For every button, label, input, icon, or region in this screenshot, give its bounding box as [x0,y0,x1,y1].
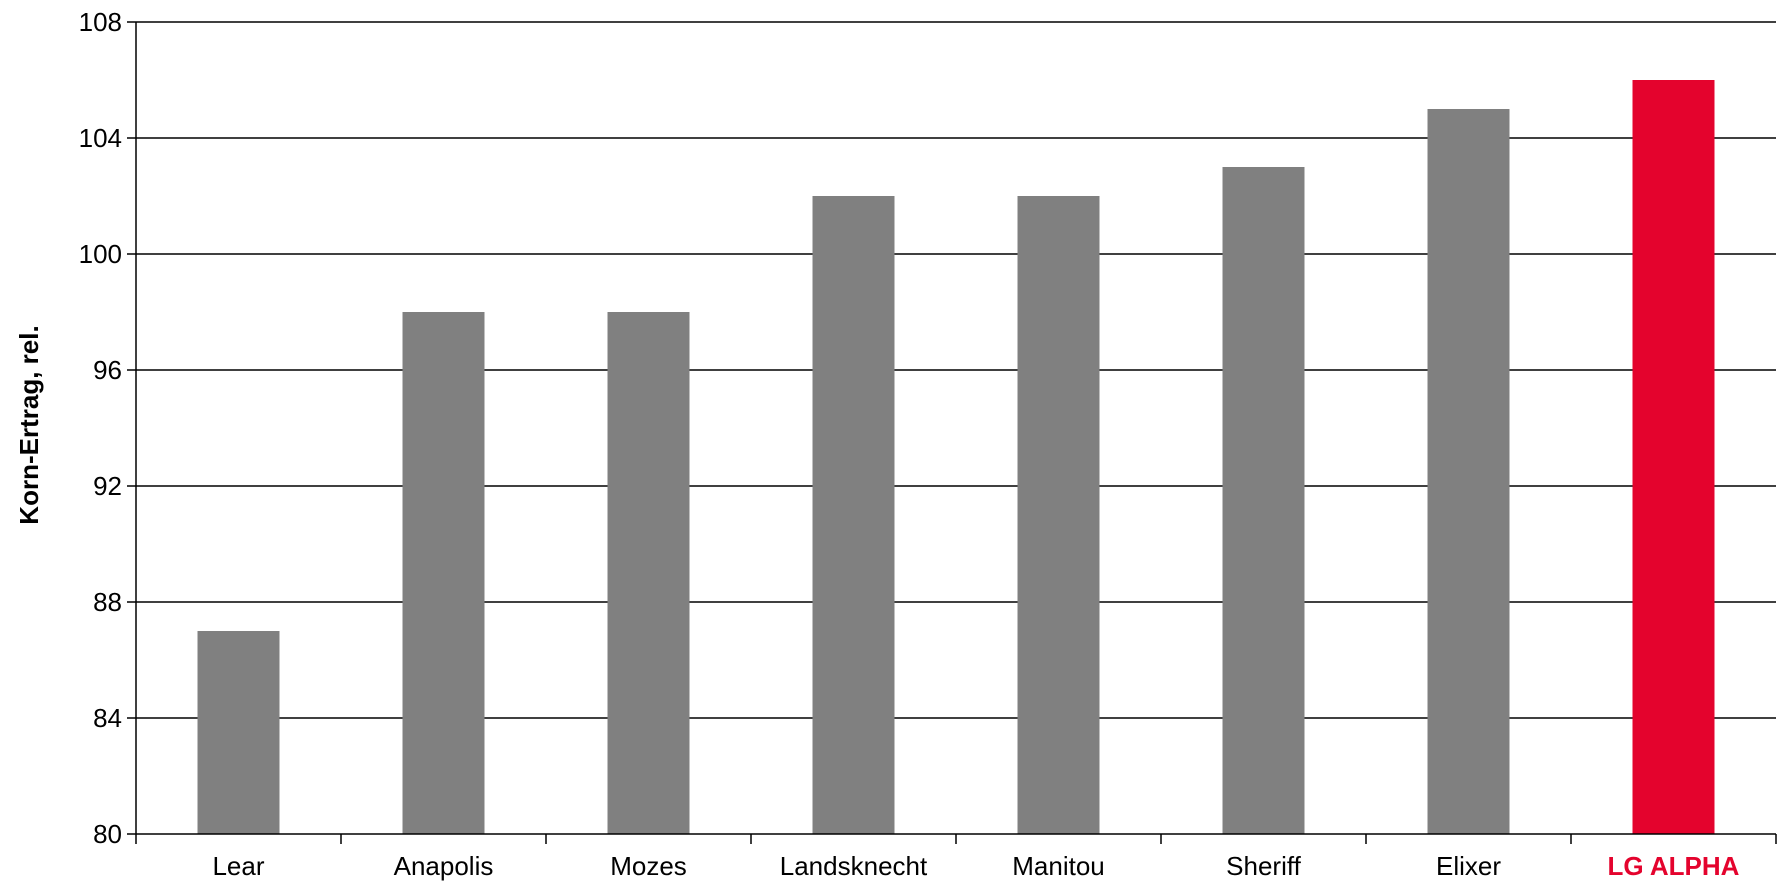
bar-sheriff [1222,167,1305,834]
x-tick-label: Elixer [1436,851,1501,881]
bar-mozes [607,312,690,834]
y-tick-label: 80 [93,819,122,849]
labels: 80 84 88 92 96 100 104 108 Lear Anapolis Mozes Land… [79,7,1740,881]
gridlines [136,21,1776,719]
y-tick-label: 92 [93,471,122,501]
x-tick-label: Lear [212,851,264,881]
bar-anapolis [402,312,485,834]
y-tick-label: 100 [79,239,122,269]
x-tick-label: Manitou [1012,851,1105,881]
bar-landsknecht [812,196,895,834]
x-tick-label: Landsknecht [780,851,928,881]
y-tick-label: 104 [79,123,122,153]
x-tick-label: Anapolis [394,851,494,881]
bar-lear [197,631,280,834]
bar-manitou [1017,196,1100,834]
bar-lg-alpha [1632,80,1715,834]
bar-elixer [1427,109,1510,834]
y-axis-title: Korn-Ertrag, rel. [14,325,44,524]
x-tick-label: Mozes [610,851,687,881]
y-tick-label: 108 [79,7,122,37]
axes [127,21,1777,844]
y-tick-label: 84 [93,703,122,733]
x-tick-label: LG ALPHA [1608,851,1740,881]
x-tick-label: Sheriff [1226,851,1301,881]
y-tick-label: 88 [93,587,122,617]
y-tick-label: 96 [93,355,122,385]
bars [197,80,1715,834]
